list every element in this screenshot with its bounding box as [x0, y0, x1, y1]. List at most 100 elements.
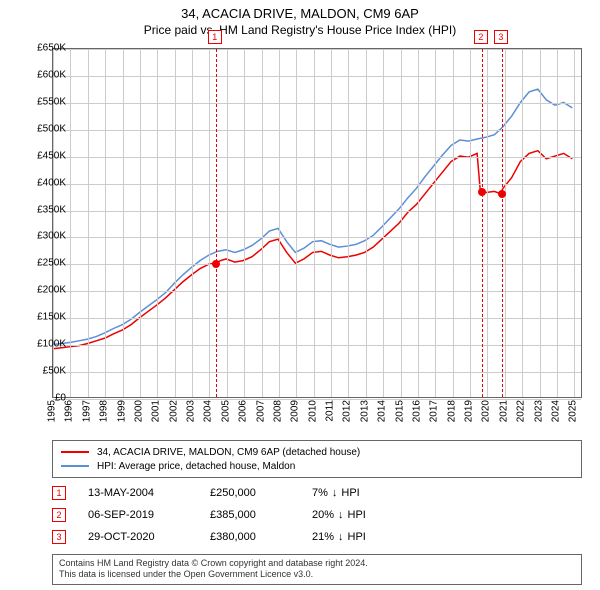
gridline-v — [192, 49, 193, 397]
gridline-v — [314, 49, 315, 397]
y-axis-label: £200K — [20, 285, 66, 296]
x-axis-label: 2007 — [255, 400, 266, 422]
down-arrow-icon: ↓ — [338, 509, 344, 521]
chart-plot-area — [52, 48, 582, 398]
y-axis-label: £250K — [20, 258, 66, 269]
x-axis-label: 2015 — [394, 400, 405, 422]
x-axis-label: 2002 — [168, 400, 179, 422]
x-axis-label: 2022 — [516, 400, 527, 422]
x-axis-label: 2009 — [290, 400, 301, 422]
y-axis-label: £0 — [20, 393, 66, 404]
chart-container: 34, ACACIA DRIVE, MALDON, CM9 6AP Price … — [0, 0, 600, 590]
gridline-v — [123, 49, 124, 397]
gridline-v — [366, 49, 367, 397]
marker-line-2 — [482, 49, 483, 397]
transaction-price: £385,000 — [210, 509, 290, 521]
x-axis-label: 2012 — [342, 400, 353, 422]
gridline-v — [105, 49, 106, 397]
gridline-v — [574, 49, 575, 397]
transaction-price: £250,000 — [210, 487, 290, 499]
legend-label: HPI: Average price, detached house, Mald… — [97, 461, 295, 472]
transaction-marker-box: 2 — [52, 508, 66, 522]
transaction-diff-label: HPI — [348, 509, 366, 521]
marker-dot-2 — [478, 188, 486, 196]
x-axis-label: 2011 — [325, 400, 336, 422]
x-axis-label: 2004 — [203, 400, 214, 422]
gridline-v — [88, 49, 89, 397]
gridline-v — [401, 49, 402, 397]
legend-row-hpi: HPI: Average price, detached house, Mald… — [61, 459, 573, 473]
gridline-v — [296, 49, 297, 397]
x-axis-label: 2023 — [533, 400, 544, 422]
x-axis-label: 2008 — [272, 400, 283, 422]
transaction-date: 06-SEP-2019 — [88, 509, 188, 521]
x-axis-label: 2024 — [550, 400, 561, 422]
x-axis-label: 2017 — [429, 400, 440, 422]
gridline-v — [70, 49, 71, 397]
x-axis-label: 2021 — [498, 400, 509, 422]
legend-label: 34, ACACIA DRIVE, MALDON, CM9 6AP (detac… — [97, 447, 360, 458]
x-axis-label: 2000 — [133, 400, 144, 422]
transaction-diff-pct: 20% — [312, 509, 334, 521]
gridline-v — [262, 49, 263, 397]
legend-swatch — [61, 465, 89, 467]
gridline-v — [487, 49, 488, 397]
x-axis-label: 2001 — [151, 400, 162, 422]
y-axis-label: £550K — [20, 96, 66, 107]
gridline-v — [418, 49, 419, 397]
marker-box-1: 1 — [208, 30, 222, 44]
gridline-v — [505, 49, 506, 397]
marker-box-2: 2 — [474, 30, 488, 44]
x-axis-label: 1995 — [47, 400, 58, 422]
footer-attribution: Contains HM Land Registry data © Crown c… — [52, 554, 582, 585]
transaction-row-2: 2 06-SEP-2019 £385,000 20% ↓ HPI — [52, 504, 582, 526]
x-axis-label: 2006 — [238, 400, 249, 422]
y-axis-label: £350K — [20, 204, 66, 215]
transaction-diff: 7% ↓HPI — [312, 487, 360, 499]
transaction-diff-pct: 7% — [312, 487, 328, 499]
gridline-v — [383, 49, 384, 397]
marker-dot-1 — [212, 260, 220, 268]
y-axis-label: £600K — [20, 69, 66, 80]
transaction-diff: 20% ↓ HPI — [312, 509, 366, 521]
y-axis-label: £450K — [20, 150, 66, 161]
x-axis-label: 2003 — [186, 400, 197, 422]
transaction-diff: 21%↓HPI — [312, 531, 366, 543]
gridline-v — [435, 49, 436, 397]
gridline-v — [140, 49, 141, 397]
x-axis-label: 2013 — [359, 400, 370, 422]
footer-line2: This data is licensed under the Open Gov… — [59, 569, 575, 580]
gridline-v — [279, 49, 280, 397]
x-axis-label: 1998 — [99, 400, 110, 422]
marker-line-1 — [216, 49, 217, 397]
legend-row-property: 34, ACACIA DRIVE, MALDON, CM9 6AP (detac… — [61, 445, 573, 459]
x-axis-label: 1996 — [64, 400, 75, 422]
title-block: 34, ACACIA DRIVE, MALDON, CM9 6AP Price … — [0, 0, 600, 37]
title-address: 34, ACACIA DRIVE, MALDON, CM9 6AP — [0, 6, 600, 21]
x-axis-label: 2016 — [411, 400, 422, 422]
transaction-date: 29-OCT-2020 — [88, 531, 188, 543]
gridline-v — [244, 49, 245, 397]
gridline-v — [522, 49, 523, 397]
gridline-v — [209, 49, 210, 397]
x-axis-label: 2025 — [568, 400, 579, 422]
down-arrow-icon: ↓ — [332, 487, 338, 499]
gridline-v — [540, 49, 541, 397]
transaction-price: £380,000 — [210, 531, 290, 543]
y-axis-label: £100K — [20, 339, 66, 350]
transaction-marker-box: 1 — [52, 486, 66, 500]
x-axis-label: 2014 — [377, 400, 388, 422]
transaction-diff-pct: 21% — [312, 531, 334, 543]
y-axis-label: £400K — [20, 177, 66, 188]
footer-line1: Contains HM Land Registry data © Crown c… — [59, 558, 575, 569]
y-axis-label: £650K — [20, 43, 66, 54]
x-axis-label: 2019 — [464, 400, 475, 422]
x-axis-label: 2020 — [481, 400, 492, 422]
marker-box-3: 3 — [494, 30, 508, 44]
gridline-v — [557, 49, 558, 397]
transaction-diff-label: HPI — [341, 487, 359, 499]
x-axis-label: 1999 — [116, 400, 127, 422]
transaction-marker-box: 3 — [52, 530, 66, 544]
legend: 34, ACACIA DRIVE, MALDON, CM9 6AP (detac… — [52, 440, 582, 478]
down-arrow-icon: ↓ — [338, 531, 344, 543]
